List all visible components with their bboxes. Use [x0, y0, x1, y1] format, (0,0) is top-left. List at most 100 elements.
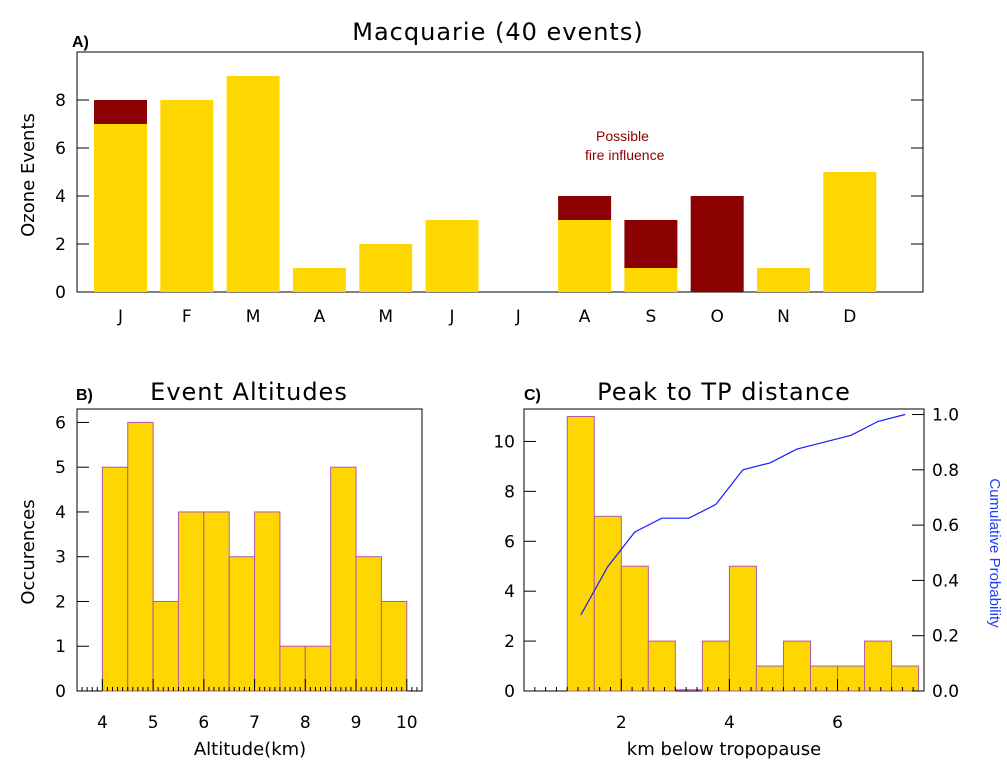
bar-1-events	[160, 100, 214, 292]
hist-bar-3	[647, 640, 676, 692]
y2-tick-label: 1.0	[932, 406, 959, 426]
bar-10-events	[757, 268, 810, 292]
x-tick-label-2: M	[246, 307, 261, 327]
fire-annotation-line1: Possible	[596, 128, 649, 144]
y-tick-label: 10	[493, 432, 515, 452]
bar-11-events	[823, 172, 877, 292]
panel-b-title: Event Altitudes	[150, 378, 348, 406]
hist-bar-12	[891, 665, 920, 692]
panel-a-frame	[76, 51, 924, 293]
x-tick-label: 10	[396, 713, 418, 733]
panel-c-marks: 2 4 6 0 2 4 6 8 10 0.0 0.2 0.4 0.6 0.8 1.0	[493, 406, 959, 733]
bar-9-fire	[690, 196, 744, 292]
x-tick-label: 6	[832, 713, 843, 733]
y2-tick-label: 0.8	[932, 461, 959, 481]
hist-bar-6	[254, 511, 281, 692]
bar-8-fire	[624, 220, 678, 268]
hist-bar-1	[127, 421, 154, 692]
fire-annotation-line2: fire influence	[585, 147, 665, 163]
y-tick-label: 8	[55, 91, 66, 111]
hist-bar-6	[728, 565, 757, 692]
y2-tick-label: 0.6	[932, 516, 959, 536]
x-tick-label: 9	[351, 713, 362, 733]
bar-5-events	[425, 220, 479, 292]
bar-2-events	[226, 76, 280, 292]
cumulative-probability-line	[580, 413, 906, 616]
panel-a-title: Macquarie (40 events)	[352, 18, 643, 46]
panel-b-xlabel: Altitude(km)	[194, 739, 306, 760]
hist-bar-0	[101, 466, 129, 692]
x-tick-label-8: S	[646, 307, 657, 327]
panel-c-xlabel: km below tropopause	[627, 739, 821, 760]
y-tick-label: 0	[504, 682, 515, 702]
panel-b-letter: B)	[76, 387, 93, 404]
x-tick-label: 6	[198, 713, 209, 733]
panel-c-letter: C)	[524, 387, 541, 404]
y-tick-label: 4	[504, 582, 515, 602]
panel-a-ylabel: Ozone Events	[18, 113, 39, 237]
bar-7-events	[558, 220, 612, 292]
y2-tick-label: 0.4	[932, 571, 959, 591]
panel-a-marks: J F M A M J J A S O N D 0 2 4 6 8	[55, 76, 923, 327]
hist-bar-7	[279, 645, 306, 692]
x-tick-label-10: N	[777, 307, 790, 327]
x-tick-label-3: A	[314, 307, 326, 327]
y2-tick-label: 0.0	[932, 682, 959, 702]
hist-bar-11	[380, 600, 408, 692]
x-tick-label-6: J	[515, 307, 521, 327]
hist-bar-1	[593, 515, 622, 692]
bar-4-events	[359, 244, 413, 292]
y-tick-label: 0	[55, 283, 66, 303]
y-tick-label: 6	[55, 139, 66, 159]
bar-8-events	[624, 268, 678, 292]
y-tick-label: 3	[55, 548, 66, 568]
y-tick-label: 6	[55, 413, 66, 433]
y-tick-label: 2	[504, 632, 515, 652]
hist-bar-0	[566, 415, 595, 692]
y2-tick-label: 0.2	[932, 627, 959, 647]
hist-bar-3	[177, 511, 205, 692]
bar-0-events	[94, 124, 147, 292]
panel-b-marks: 4 5 6 7 8 9 10 0 1 2 3 4 5 6	[55, 413, 423, 733]
y-tick-label: 4	[55, 187, 66, 207]
y-tick-label: 6	[504, 532, 515, 552]
x-tick-label-7: A	[579, 307, 591, 327]
hist-bar-2	[152, 600, 179, 692]
hist-bar-5	[701, 640, 730, 692]
hist-bar-10	[355, 556, 382, 692]
bar-7-fire	[558, 196, 612, 220]
hist-bar-10	[837, 665, 866, 692]
hist-bar-8	[782, 640, 811, 692]
y-tick-label: 5	[55, 458, 66, 478]
x-tick-label: 8	[300, 713, 311, 733]
y-tick-label: 4	[55, 503, 66, 523]
y-tick-label: 1	[55, 637, 66, 657]
hist-bar-9	[809, 665, 839, 692]
x-tick-label-1: F	[182, 307, 192, 327]
hist-bar-5	[228, 556, 256, 692]
x-tick-label: 4	[724, 713, 735, 733]
x-tick-label-0: J	[117, 307, 123, 327]
hist-bar-8	[304, 645, 332, 692]
x-tick-label: 4	[97, 713, 108, 733]
hist-bar-9	[330, 466, 357, 692]
hist-bar-7	[755, 665, 784, 692]
x-tick-label: 2	[616, 713, 627, 733]
x-tick-label: 7	[249, 713, 260, 733]
y-tick-label: 2	[55, 592, 66, 612]
hist-bar-11	[864, 640, 893, 692]
y-tick-label: 2	[55, 235, 66, 255]
x-tick-label-9: O	[711, 307, 724, 327]
x-tick-label-11: D	[843, 307, 856, 327]
hist-bar-2	[620, 565, 649, 692]
x-tick-label-4: M	[378, 307, 393, 327]
hist-bar-4	[203, 511, 230, 692]
panel-b-ylabel: Occurences	[18, 499, 39, 604]
panel-a-letter: A)	[72, 34, 89, 51]
panel-c-y2label: Cumulative Probability	[986, 478, 1003, 628]
y-tick-label: 0	[55, 682, 66, 702]
x-tick-label-5: J	[448, 307, 454, 327]
x-tick-label: 5	[148, 713, 159, 733]
bar-0-fire	[94, 100, 147, 124]
